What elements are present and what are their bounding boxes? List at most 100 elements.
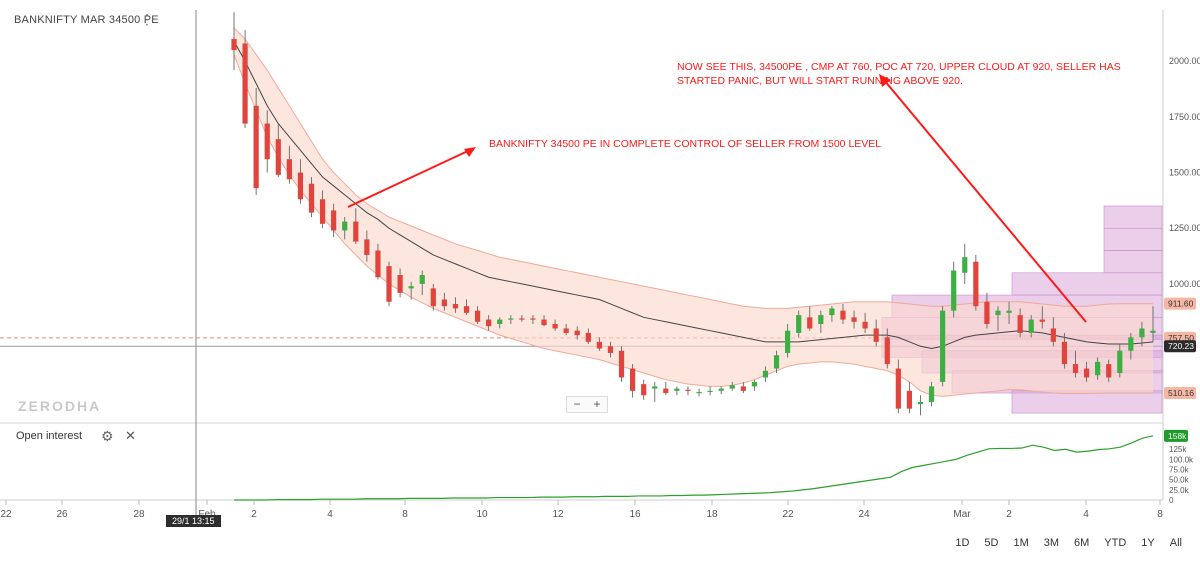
candle-body bbox=[1128, 337, 1134, 351]
candle-body bbox=[740, 386, 746, 391]
oi-tick-label: 100.0k bbox=[1169, 455, 1194, 464]
candle-body bbox=[962, 257, 968, 273]
candle-body bbox=[1050, 328, 1056, 342]
oi-tick-label: 50.0k bbox=[1169, 476, 1190, 485]
oi-tick-label: 125k bbox=[1169, 445, 1187, 454]
candle-body bbox=[375, 250, 381, 278]
oi-tick-label: 25.0k bbox=[1169, 486, 1190, 495]
candle-body bbox=[1028, 319, 1034, 333]
annotation-arrow-top bbox=[883, 79, 1087, 323]
candle-body bbox=[873, 328, 879, 342]
range-1d[interactable]: 1D bbox=[955, 537, 970, 549]
annotation-arrowhead-middle bbox=[464, 147, 476, 157]
volume-profile-bar bbox=[1011, 390, 1163, 414]
candle-body bbox=[1006, 310, 1012, 313]
candle-body bbox=[707, 390, 713, 393]
range-1m[interactable]: 1M bbox=[1013, 537, 1029, 549]
range-all[interactable]: All bbox=[1169, 537, 1182, 549]
price-tick-label: 1250.00 bbox=[1169, 223, 1200, 233]
candle-body bbox=[785, 330, 791, 353]
candle-body bbox=[1095, 361, 1101, 376]
candle-body bbox=[674, 388, 680, 391]
candle-body bbox=[851, 317, 857, 322]
candle-body bbox=[530, 318, 536, 320]
time-tick-label: 10 bbox=[476, 509, 488, 520]
candle-body bbox=[729, 385, 735, 389]
axes: 2000.00 1750.00 1500.00 1250.00 1000.00 911.6… bbox=[0, 10, 1200, 520]
range-5d[interactable]: 5D bbox=[984, 537, 999, 549]
oi-tick-label: 75.0k bbox=[1169, 466, 1190, 475]
candle-body bbox=[906, 390, 913, 409]
price-marker-label: 720.23 bbox=[1168, 341, 1194, 351]
candle-body bbox=[618, 350, 625, 378]
time-tick-label: 2 bbox=[1006, 509, 1012, 520]
zoom-out-button[interactable]: − bbox=[573, 397, 581, 411]
gear-icon[interactable]: ⚙ bbox=[101, 428, 114, 444]
candle-body bbox=[895, 368, 901, 409]
candle-body bbox=[519, 318, 525, 320]
candle-body bbox=[607, 346, 614, 353]
price-tick-label: 2000.00 bbox=[1169, 56, 1200, 66]
candle-body bbox=[973, 261, 979, 307]
candle-body bbox=[884, 337, 890, 365]
candle-body bbox=[1061, 341, 1068, 365]
price-marker bbox=[1164, 340, 1196, 353]
time-tick-label: 22 bbox=[782, 509, 794, 520]
time-tick-label: 12 bbox=[552, 509, 564, 520]
zoom-in-button[interactable]: + bbox=[593, 397, 601, 411]
price-marker-label: 911.60 bbox=[1168, 299, 1194, 309]
time-tick-label: 24 bbox=[858, 509, 870, 520]
candle-body bbox=[331, 210, 337, 231]
candle-body bbox=[807, 317, 813, 329]
candle-body bbox=[242, 43, 248, 124]
candle-body bbox=[995, 310, 1001, 316]
candle-body bbox=[762, 370, 769, 378]
candle-body bbox=[751, 381, 757, 387]
candle-body bbox=[663, 388, 669, 394]
range-1y[interactable]: 1Y bbox=[1141, 537, 1155, 549]
candle-body bbox=[463, 306, 470, 313]
time-tick-label: 4 bbox=[1083, 509, 1089, 520]
annotation-top: NOW SEE THIS, 34500PE , CMP AT 760, POC … bbox=[677, 61, 1121, 87]
candle-body bbox=[342, 221, 348, 231]
time-tick-label: 26 bbox=[56, 509, 68, 520]
time-tick-label: 22 bbox=[0, 509, 12, 520]
zoom-control: − + bbox=[566, 396, 608, 413]
candle-body bbox=[928, 386, 935, 402]
crosshair-date-tag: 29/1 13:15 bbox=[166, 515, 221, 527]
candle-body bbox=[718, 388, 724, 391]
candle-body bbox=[397, 275, 403, 293]
zerodha-watermark: ZERODHA bbox=[18, 398, 102, 414]
range-6m[interactable]: 6M bbox=[1074, 537, 1090, 549]
range-selector: 1D 5D 1M 3M 6M YTD 1Y All bbox=[940, 537, 1182, 549]
time-tick-label: Mar bbox=[953, 509, 971, 520]
range-3m[interactable]: 3M bbox=[1043, 537, 1060, 549]
candle-body bbox=[386, 266, 392, 302]
time-tick-label: 2 bbox=[251, 509, 257, 520]
candle-body bbox=[552, 324, 558, 329]
price-tick-label: 1000.00 bbox=[1169, 279, 1200, 289]
candle-body bbox=[1117, 350, 1123, 374]
candle-body bbox=[408, 286, 414, 289]
moving-average-line bbox=[233, 40, 1154, 350]
annotation-middle: BANKNIFTY 34500 PE IN COMPLETE CONTROL O… bbox=[489, 138, 882, 150]
time-tick-label: 4 bbox=[327, 509, 333, 520]
candle-body bbox=[630, 368, 636, 391]
time-tick-label: 8 bbox=[1157, 509, 1163, 520]
close-icon[interactable]: ✕ bbox=[125, 428, 136, 443]
time-tick-label: 28 bbox=[133, 509, 145, 520]
candle-body bbox=[430, 288, 436, 307]
range-ytd[interactable]: YTD bbox=[1104, 537, 1127, 549]
candle-body bbox=[1039, 319, 1045, 322]
time-tick-label: 16 bbox=[629, 509, 641, 520]
candle-body bbox=[353, 221, 359, 242]
candle-body bbox=[286, 159, 292, 180]
candle-body bbox=[264, 123, 270, 160]
time-tick-label: 8 bbox=[402, 509, 408, 520]
candle-body bbox=[508, 318, 514, 320]
open-interest-line bbox=[234, 435, 1154, 501]
more-vertical-icon[interactable]: ⋮ bbox=[140, 11, 154, 27]
candle-body bbox=[641, 384, 647, 396]
candle-body bbox=[308, 183, 315, 213]
